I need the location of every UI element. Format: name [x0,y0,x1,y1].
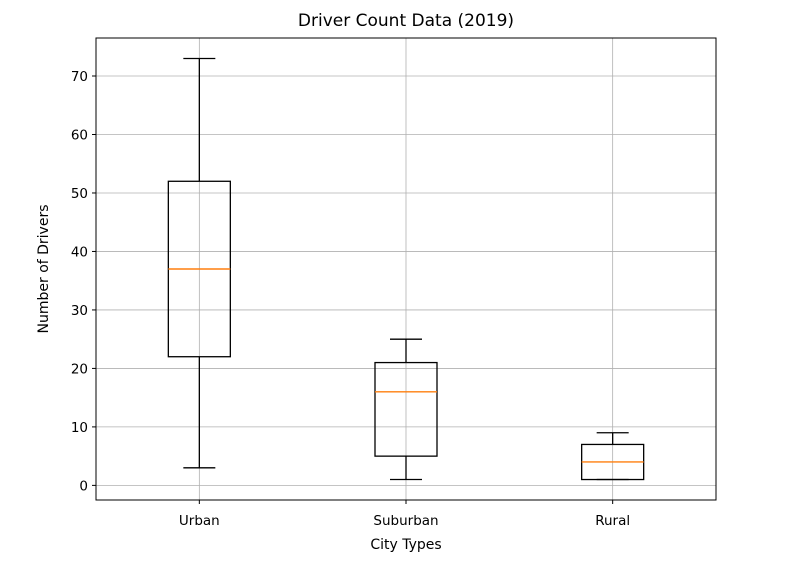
y-axis-label: Number of Drivers [36,204,52,333]
box-suburban [374,338,438,481]
x-axis-label: City Types [370,537,441,553]
iqr-box [374,361,438,457]
x-axis-ticks: Urban Suburban Rural [179,500,630,529]
y-tick-label: 10 [71,420,88,436]
y-tick-label: 20 [71,361,88,377]
y-tick-label: 40 [71,244,88,260]
chart-title: Driver Count Data (2019) [298,11,514,31]
y-tick-label: 50 [71,186,88,202]
box-rural [581,432,645,481]
x-tick-label: Rural [595,513,630,529]
y-axis-ticks: 0 10 20 30 40 50 60 70 [71,69,96,494]
y-tick-label: 60 [71,127,88,143]
box-urban [167,57,231,469]
boxes-layer [167,57,645,481]
x-tick-label: Urban [179,513,220,529]
x-tick-label: Suburban [373,513,438,529]
y-tick-label: 0 [79,478,88,494]
y-tick-label: 30 [71,303,88,319]
y-tick-label: 70 [71,69,88,85]
